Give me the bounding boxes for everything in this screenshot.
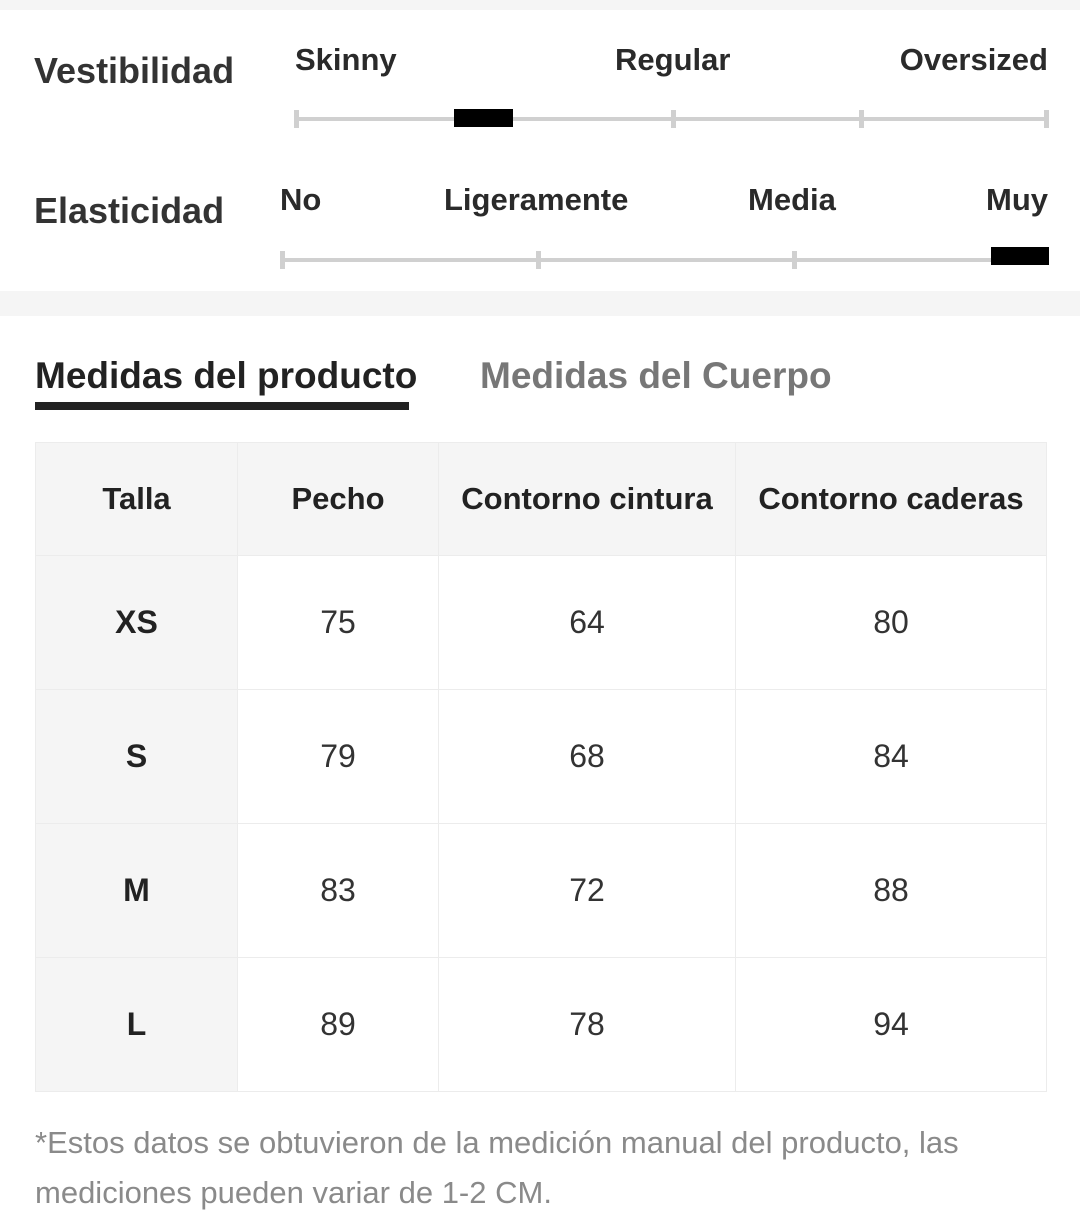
elasticity-option-ligeramente: Ligeramente [444,182,629,217]
fit-option-oversized: Oversized [899,42,1048,77]
header-chest: Pecho [237,442,439,556]
fit-label: Vestibilidad [34,50,235,91]
table-row: S 79 68 84 [35,689,1047,824]
size-cell: M [35,823,238,958]
hips-cell: 94 [735,957,1047,1092]
waist-cell: 64 [438,555,736,690]
hips-cell: 80 [735,555,1047,690]
top-divider-band [0,0,1080,10]
fit-scale-tick [859,110,864,128]
chest-cell: 79 [237,689,439,824]
elasticity-level-marker [991,247,1049,265]
table-row: L 89 78 94 [35,957,1047,1092]
elasticity-option-no: No [280,182,322,217]
elasticity-scale-tick [792,251,797,269]
elasticity-scale-tick [536,251,541,269]
hips-cell: 84 [735,689,1047,824]
elasticity-option-muy: Muy [986,182,1048,217]
table-row: XS 75 64 80 [35,555,1047,690]
waist-cell: 68 [438,689,736,824]
elasticity-label: Elasticidad [34,190,225,231]
active-tab-underline [35,402,409,410]
fit-scale-tick [294,110,299,128]
elasticity-scale-tick [280,251,285,269]
size-cell: L [35,957,238,1092]
section-divider-band [0,291,1080,316]
table-row: M 83 72 88 [35,823,1047,958]
fit-option-regular: Regular [615,42,731,77]
fit-scale-tick [1044,110,1049,128]
fit-level-marker [454,109,513,127]
chest-cell: 83 [237,823,439,958]
elasticity-option-media: Media [748,182,836,217]
size-cell: S [35,689,238,824]
elasticity-scale-track [282,258,1049,262]
tab-body-measurements[interactable]: Medidas del Cuerpo [480,355,832,396]
header-size: Talla [35,442,238,556]
header-hips: Contorno caderas [735,442,1047,556]
chest-cell: 75 [237,555,439,690]
chest-cell: 89 [237,957,439,1092]
header-waist: Contorno cintura [438,442,736,556]
size-cell: XS [35,555,238,690]
hips-cell: 88 [735,823,1047,958]
waist-cell: 78 [438,957,736,1092]
size-table: Talla Pecho Contorno cintura Contorno ca… [35,442,1047,1092]
waist-cell: 72 [438,823,736,958]
fit-scale-tick [671,110,676,128]
fit-option-skinny: Skinny [295,42,397,77]
tab-product-measurements[interactable]: Medidas del producto [35,355,418,396]
table-header-row: Talla Pecho Contorno cintura Contorno ca… [35,442,1047,556]
measurement-footnote: *Estos datos se obtuvieron de la medició… [35,1125,959,1210]
